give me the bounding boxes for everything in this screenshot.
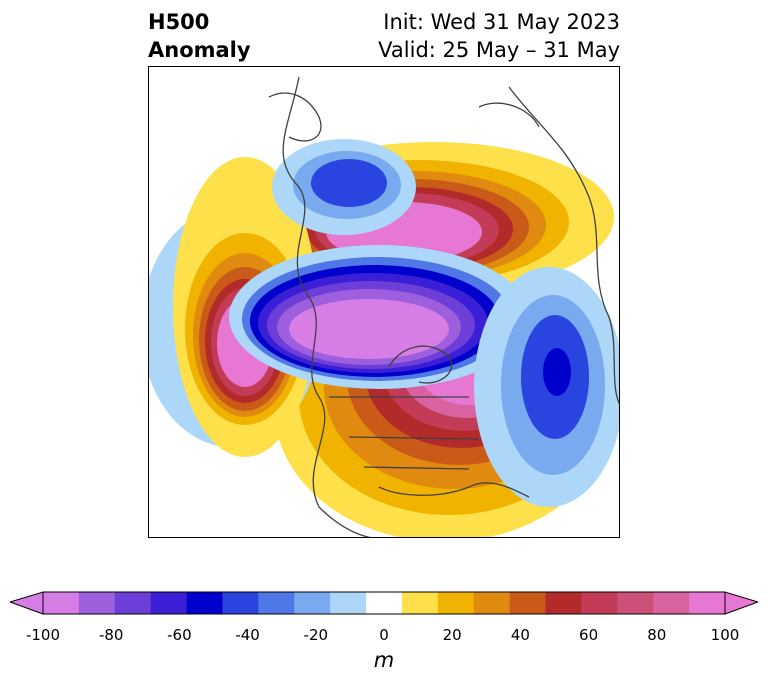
colorbar-bin <box>222 592 259 614</box>
date-block: Init: Wed 31 May 2023 Valid: 25 May – 31… <box>378 8 620 64</box>
colorbar-bin <box>473 592 511 614</box>
colorbar-bin <box>186 592 223 614</box>
colorbar-tick-label: 20 <box>442 626 462 644</box>
colorbar-bin <box>509 592 547 614</box>
colorbar <box>10 591 758 615</box>
colorbar-tick-label: 80 <box>647 626 667 644</box>
title-variable: H500 <box>148 10 210 34</box>
colorbar-tick-label: 100 <box>710 626 740 644</box>
negative-anomaly-north <box>272 139 416 235</box>
colorbar-tick-label: -60 <box>167 626 192 644</box>
anomaly-map <box>148 66 620 538</box>
colorbar-bin <box>401 592 439 614</box>
colorbar-bin <box>617 592 654 614</box>
colorbar-extend-low <box>10 591 44 615</box>
title-anomaly: Anomaly <box>148 38 251 62</box>
colorbar-unit: m <box>373 648 395 672</box>
colorbar-outline <box>42 591 726 615</box>
colorbar-bin <box>653 592 690 614</box>
colorbar-bin <box>581 592 618 614</box>
colorbar-bins <box>43 592 726 614</box>
colorbar-tick-label: 0 <box>379 626 389 644</box>
colorbar-bin <box>114 592 152 614</box>
colorbar-bin <box>150 592 188 614</box>
colorbar-tick-label: 40 <box>510 626 530 644</box>
colorbar-tick-label: -40 <box>235 626 260 644</box>
colorbar-bin <box>78 592 116 614</box>
negative-anomaly-east <box>474 267 619 507</box>
colorbar-bin <box>689 592 726 614</box>
colorbar-bin <box>294 592 331 614</box>
colorbar-bin <box>258 592 295 614</box>
valid-range: Valid: 25 May – 31 May <box>378 38 620 62</box>
colorbar-bin <box>545 592 582 614</box>
colorbar-tick-label: -100 <box>25 626 61 644</box>
colorbar-bin <box>43 592 80 614</box>
colorbar-bin <box>366 592 403 614</box>
colorbar-extend-high <box>724 591 758 615</box>
init-date: Init: Wed 31 May 2023 <box>383 10 620 34</box>
map-svg <box>149 76 619 537</box>
colorbar-bin <box>330 592 367 614</box>
colorbar-bin <box>437 592 475 614</box>
colorbar-tick-label: -20 <box>303 626 329 644</box>
title-block: H500 Anomaly <box>148 8 251 64</box>
colorbar-tick-label: 60 <box>579 626 599 644</box>
map-outlines <box>268 76 619 537</box>
colorbar-tick-label: -80 <box>98 626 124 644</box>
negative-anomaly-band <box>229 245 529 389</box>
